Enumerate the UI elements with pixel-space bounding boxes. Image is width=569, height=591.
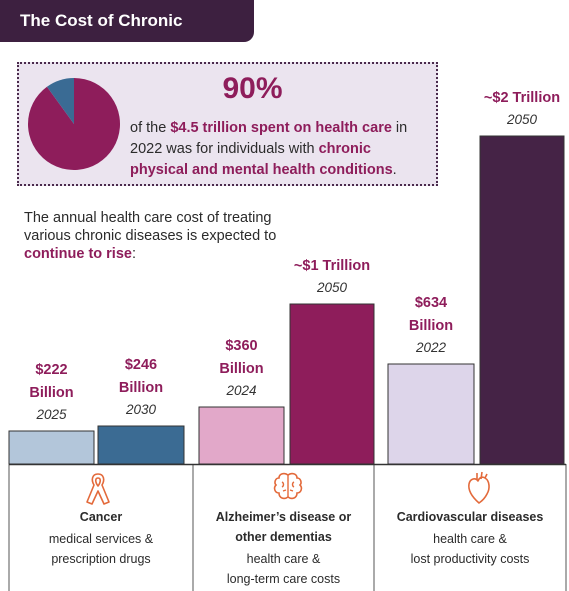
category-cardiovascular: Cardiovascular diseases health care & lo… — [374, 507, 566, 569]
bar-2 — [198, 406, 285, 465]
page-title: The Cost of Chronic Diseases — [0, 0, 254, 72]
category-name: Cardiovascular diseases — [396, 510, 544, 524]
bar-year-label: 2024 — [225, 383, 256, 398]
category-name: Alzheimer’s disease or — [215, 510, 352, 524]
bar-value-label: ~$1 Trillion — [294, 258, 370, 274]
intro-text: The annual health care cost of treating … — [24, 210, 277, 262]
heart-icon — [468, 471, 490, 504]
bar-year-label: 2050 — [506, 112, 538, 127]
bar-value-label: $246 — [125, 357, 157, 373]
bar-value-label-unit: Billion — [219, 361, 263, 377]
pie-chart — [27, 78, 120, 170]
pie-slice-other — [46, 78, 74, 124]
category-name: Cancer — [79, 510, 123, 524]
bar-year-label: 2030 — [125, 402, 157, 417]
category-alzheimers: Alzheimer’s disease or other dementias h… — [193, 507, 374, 589]
bar-year-label: 2050 — [316, 280, 348, 295]
pie-slice-chronic — [27, 78, 120, 170]
bar-3 — [289, 303, 375, 465]
summary-callout: 90% of the $4.5 trillion spent on health… — [17, 62, 438, 186]
bar-value-label: $222 — [35, 362, 67, 378]
bar-value-label: $360 — [225, 338, 257, 354]
bar-value-label: ~$2 Trillion — [484, 90, 560, 106]
headline-percent: 90% — [222, 72, 283, 105]
bar-0 — [8, 430, 95, 465]
ribbon-icon — [86, 473, 110, 505]
bar-5 — [479, 135, 565, 465]
bar-4 — [387, 363, 475, 465]
bar-year-label: 2025 — [35, 407, 67, 422]
bar-value-label-unit: Billion — [409, 318, 453, 334]
bar-year-label: 2022 — [415, 340, 447, 355]
bar-1 — [97, 425, 185, 465]
bar-value-label-unit: Billion — [119, 380, 163, 396]
bar-value-label: $634 — [415, 295, 447, 311]
brain-icon — [273, 472, 303, 500]
category-cancer: Cancer medical services & prescription d… — [9, 507, 193, 569]
category-name-line2: other dementias — [235, 530, 332, 544]
callout-text: of the $4.5 trillion spent on health car… — [130, 120, 408, 178]
bar-value-label-unit: Billion — [29, 385, 73, 401]
